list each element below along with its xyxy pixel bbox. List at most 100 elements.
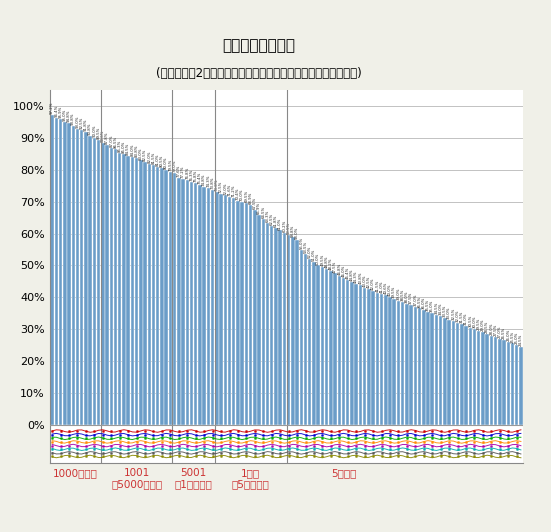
Text: 81.0%: 81.0% [156, 153, 160, 166]
Text: 91.8%: 91.8% [84, 119, 88, 131]
Bar [219, 194, 223, 425]
Bar [460, 325, 463, 425]
Text: 42.5%: 42.5% [367, 276, 371, 288]
Bar [93, 138, 96, 425]
Text: 24.5%: 24.5% [519, 334, 523, 346]
Text: 69.5%: 69.5% [245, 190, 249, 203]
Text: 79.5%: 79.5% [169, 159, 172, 171]
Bar [190, 182, 193, 425]
Bar [519, 347, 523, 425]
Bar [215, 192, 219, 425]
Bar [443, 318, 447, 425]
Text: 36.0%: 36.0% [422, 297, 426, 309]
Bar [228, 197, 231, 425]
Bar [300, 250, 303, 425]
Bar [177, 178, 181, 425]
Text: 47.5%: 47.5% [333, 260, 337, 272]
Bar [135, 158, 138, 425]
Text: (単身世帯、2つまでの複数回答で「現金」回答率、支払金額別): (単身世帯、2つまでの複数回答で「現金」回答率、支払金額別) [156, 67, 362, 80]
Bar [506, 342, 510, 425]
Text: 92.5%: 92.5% [80, 117, 84, 129]
Bar [287, 235, 290, 425]
Text: 53.5%: 53.5% [304, 241, 307, 253]
Text: 42.0%: 42.0% [371, 278, 375, 290]
Text: 35.5%: 35.5% [426, 298, 430, 311]
Bar [380, 294, 383, 425]
Bar [321, 267, 324, 425]
Bar [266, 223, 269, 425]
Bar [338, 276, 341, 425]
Bar [181, 179, 185, 425]
Text: 41.0%: 41.0% [380, 281, 383, 293]
Text: 64.5%: 64.5% [261, 206, 265, 219]
Bar [426, 312, 430, 425]
Text: 85.0%: 85.0% [122, 141, 126, 153]
Bar [84, 132, 88, 425]
Text: 63.3%: 63.3% [266, 210, 269, 222]
Text: 35.0%: 35.0% [430, 300, 434, 312]
Bar [464, 326, 468, 425]
Bar [211, 190, 214, 425]
Text: 67.5%: 67.5% [253, 197, 257, 209]
Bar [59, 119, 62, 425]
Text: 52.0%: 52.0% [308, 246, 312, 258]
Bar [139, 161, 143, 425]
Text: 26.5%: 26.5% [502, 327, 506, 339]
Text: 40.6%: 40.6% [383, 282, 388, 295]
Text: 86.5%: 86.5% [114, 136, 117, 148]
Bar [494, 337, 498, 425]
Text: 25.5%: 25.5% [510, 330, 515, 343]
Text: 59.5%: 59.5% [287, 222, 290, 234]
Bar [118, 153, 121, 425]
Bar [342, 278, 345, 425]
Text: 33.5%: 33.5% [443, 305, 447, 317]
Bar [110, 148, 113, 425]
Text: 81.5%: 81.5% [152, 152, 155, 164]
Text: 75.8%: 75.8% [194, 170, 198, 182]
Bar [224, 195, 227, 425]
Text: 49.5%: 49.5% [321, 254, 325, 266]
Text: 58.0%: 58.0% [295, 227, 299, 239]
Bar [105, 145, 109, 425]
Bar [126, 156, 130, 425]
Text: 36.5%: 36.5% [418, 295, 422, 307]
Bar [498, 339, 501, 425]
Bar [418, 309, 422, 425]
Text: 85.3%: 85.3% [118, 140, 122, 152]
Text: 93.8%: 93.8% [71, 113, 75, 125]
Text: 76.3%: 76.3% [190, 169, 193, 181]
Bar [439, 317, 442, 425]
Text: 93.0%: 93.0% [75, 115, 79, 128]
Bar [156, 167, 159, 425]
Bar [485, 334, 489, 425]
Text: 33.0%: 33.0% [447, 306, 451, 319]
Bar [376, 293, 379, 425]
Bar [409, 305, 413, 425]
Bar [262, 219, 265, 425]
Bar [490, 336, 493, 425]
Text: 46.8%: 46.8% [337, 262, 341, 275]
Bar [325, 269, 328, 425]
Text: 50.0%: 50.0% [316, 252, 320, 264]
Bar [515, 345, 518, 425]
Text: 45.4%: 45.4% [346, 267, 350, 279]
Bar [456, 323, 460, 425]
Text: 34.0%: 34.0% [439, 303, 442, 315]
Text: 61.8%: 61.8% [274, 214, 278, 227]
Text: 84.5%: 84.5% [126, 143, 130, 155]
Bar [384, 295, 387, 425]
Bar [333, 273, 337, 425]
Text: 34.5%: 34.5% [434, 302, 439, 314]
Bar [240, 202, 244, 425]
Text: 73.8%: 73.8% [210, 176, 214, 189]
Text: 97.2%: 97.2% [50, 102, 54, 114]
Text: 75.4%: 75.4% [198, 171, 202, 184]
Bar [452, 321, 455, 425]
Bar [101, 143, 105, 425]
Bar [232, 198, 235, 425]
Bar [359, 285, 362, 425]
Text: 32.5%: 32.5% [451, 308, 455, 320]
Bar [63, 122, 67, 425]
Bar [371, 291, 375, 425]
Text: 77.6%: 77.6% [177, 164, 181, 177]
